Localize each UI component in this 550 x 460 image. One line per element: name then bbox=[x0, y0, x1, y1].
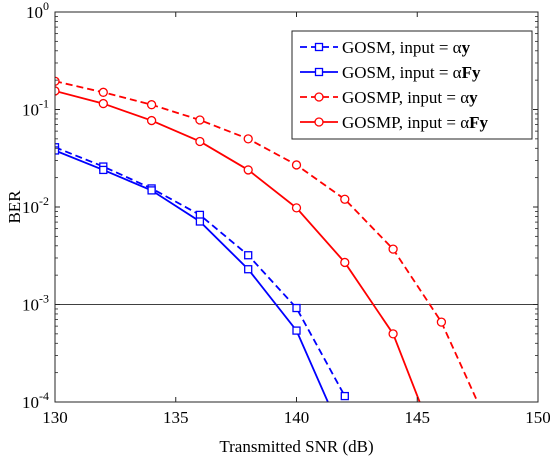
series-4-point bbox=[55, 86, 60, 96]
series-4-point bbox=[146, 115, 157, 126]
legend-box bbox=[291, 30, 533, 140]
ticks-layer: 130 135 140 145 150 10-4 10-3 10-2 10-1 100 bbox=[22, 0, 550, 427]
series-3-point bbox=[340, 194, 350, 204]
legend-label: GOSM, input = αy bbox=[342, 38, 471, 57]
series-layer bbox=[55, 76, 479, 402]
legend-circle-marker bbox=[314, 92, 324, 102]
y-tick-label: 10-3 bbox=[22, 292, 49, 315]
series-3-point bbox=[243, 134, 253, 144]
x-tick-label: 140 bbox=[284, 408, 310, 427]
series-2-point bbox=[244, 265, 253, 274]
series-3-point bbox=[388, 244, 398, 254]
legend-square-marker bbox=[314, 67, 324, 77]
y-tick-label: 10-1 bbox=[22, 97, 49, 120]
series-1-point bbox=[195, 210, 205, 220]
series-3-point bbox=[436, 317, 447, 327]
legend: GOSM, input = αy GOSM, input = αFy GOSMP, … bbox=[291, 30, 533, 140]
series-2-point bbox=[147, 186, 156, 195]
x-tick-label: 150 bbox=[525, 408, 550, 427]
series-4-point bbox=[243, 165, 253, 175]
series-4-point bbox=[98, 98, 108, 109]
legend-square-marker bbox=[314, 42, 324, 52]
legend-label: GOSMP, input = αy bbox=[342, 88, 478, 107]
legend-label: GOSM, input = αFy bbox=[342, 63, 481, 82]
series-1-point bbox=[244, 251, 253, 260]
series-2 bbox=[55, 146, 329, 402]
y-tick-label: 10-4 bbox=[22, 389, 49, 412]
series-3-point bbox=[98, 87, 108, 97]
legend-item-3: GOSMP, input = αy bbox=[300, 88, 478, 107]
legend-item-2: GOSM, input = αFy bbox=[300, 63, 481, 82]
legend-circle-marker bbox=[314, 117, 324, 127]
series-1-point bbox=[340, 391, 349, 401]
series-4 bbox=[55, 86, 421, 402]
y-tick-label: 10-2 bbox=[22, 194, 49, 217]
series-3-point bbox=[195, 115, 205, 125]
y-axis-label: BER bbox=[5, 190, 24, 224]
legend-item-1: GOSM, input = αy bbox=[300, 38, 471, 57]
y-tick-label: 100 bbox=[26, 0, 49, 22]
series-4-point bbox=[340, 257, 350, 268]
series-2-point bbox=[195, 217, 205, 226]
series-3-point bbox=[146, 100, 157, 110]
series-3-point bbox=[55, 76, 60, 86]
series-1-point bbox=[292, 303, 301, 313]
x-tick-label: 130 bbox=[42, 408, 68, 427]
legend-label: GOSMP, input = αFy bbox=[342, 113, 489, 132]
series-2-point bbox=[292, 326, 301, 335]
series-4-point bbox=[195, 136, 205, 147]
series-3-line bbox=[55, 80, 479, 402]
legend-item-4: GOSMP, input = αFy bbox=[300, 113, 489, 132]
x-axis-label: Transmitted SNR (dB) bbox=[219, 437, 373, 456]
series-4-point bbox=[291, 203, 302, 213]
series-3-point bbox=[291, 160, 302, 170]
series-2-point bbox=[99, 165, 108, 175]
x-tick-label: 145 bbox=[405, 408, 431, 427]
x-tick-label: 135 bbox=[163, 408, 189, 427]
series-4-point bbox=[388, 329, 398, 339]
series-2-point bbox=[55, 146, 60, 155]
series-3 bbox=[55, 76, 479, 402]
